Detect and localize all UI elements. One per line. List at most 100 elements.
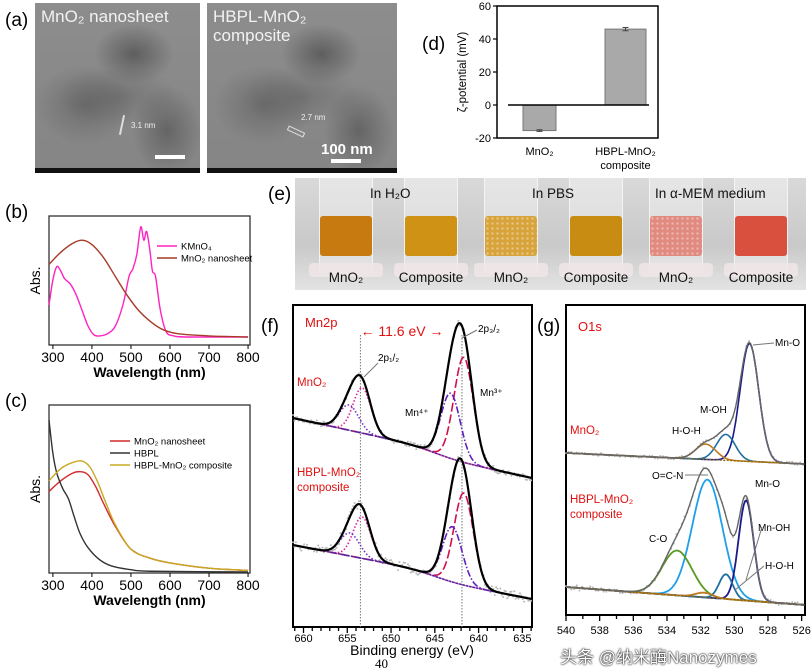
y-axis-label: Abs. (27, 475, 43, 503)
tem-image-mno2: MnO₂ nanosheet 3.1 nm (35, 3, 200, 173)
spectrum-title: Mn2p (305, 315, 338, 330)
category-sublabel: composite (600, 160, 650, 172)
data-point (415, 572, 418, 575)
x-tick-label: 800 (236, 349, 260, 365)
data-point (427, 446, 430, 449)
x-axis-label: Binding energy (eV) (350, 642, 474, 658)
tube-label: Composite (398, 270, 464, 285)
data-point (525, 478, 528, 481)
leader-line (734, 565, 765, 591)
data-point (521, 598, 524, 601)
fit-component (292, 392, 533, 479)
x-tick-label: 528 (759, 625, 777, 637)
x-tick-label: 540 (557, 625, 575, 637)
sample-label: composite (570, 509, 622, 521)
legend-label: HBPL (134, 449, 159, 460)
panel-d-label: (d) (422, 34, 445, 55)
data-point (413, 442, 416, 445)
legend-label: MnO₂ nanosheet (134, 437, 206, 448)
y-tick-label: 20 (479, 67, 491, 79)
sample-label: HBPL-MnO₂ (297, 467, 360, 479)
tube-label: MnO₂ (493, 270, 529, 285)
data-point (731, 536, 734, 539)
data-point (360, 502, 363, 505)
component-label: Mn-O (775, 338, 800, 349)
x-tick-label: 300 (41, 577, 65, 593)
data-point (412, 570, 415, 573)
x-axis-label: Wavelength (nm) (93, 592, 205, 608)
panel-a-label: (a) (5, 10, 29, 31)
panel-g-label: (g) (537, 316, 560, 337)
data-point (514, 597, 517, 600)
data-point (406, 440, 409, 443)
data-point (504, 590, 507, 593)
data-point (499, 587, 502, 590)
data-point (578, 589, 581, 592)
plot-frame (48, 215, 251, 346)
data-point (384, 557, 387, 560)
data-point (521, 473, 524, 476)
x-tick-label: 534 (658, 625, 676, 637)
data-point (306, 543, 309, 546)
panel-e-label: (e) (268, 184, 292, 205)
data-point (406, 563, 409, 566)
data-point (334, 548, 337, 551)
mn3-label: Mn³⁺ (480, 388, 503, 399)
y-axis-label: ζ-potential (mV) (457, 32, 469, 113)
data-point (315, 550, 318, 553)
peak-label-2p32: 2p₃/₂ (478, 324, 500, 335)
data-point (581, 585, 584, 588)
data-point (530, 479, 533, 482)
x-tick-label: 660 (294, 633, 312, 645)
legend-label: MnO₂ nanosheet (181, 254, 253, 265)
sample-tube (639, 178, 713, 277)
data-point (748, 340, 751, 343)
data-point (321, 546, 324, 549)
data-point (605, 590, 608, 593)
sample-label: MnO₂ (570, 425, 599, 437)
panel-c-label: (c) (5, 391, 27, 412)
data-point (769, 599, 772, 602)
leader-line (461, 329, 478, 339)
series-line (48, 239, 249, 338)
watermark: 头条 @纳米酶Nanozymes (560, 648, 757, 667)
data-point (359, 500, 362, 503)
fit-component (292, 387, 533, 479)
data-point (404, 561, 407, 564)
group-label: In PBS (532, 186, 575, 201)
data-point (378, 559, 381, 562)
data-point (457, 456, 460, 459)
data-point (777, 603, 780, 606)
tem-title: HBPL-MnO₂ composite (213, 7, 307, 45)
data-point (329, 544, 332, 547)
x-tick-label: 530 (725, 625, 743, 637)
data-point (591, 586, 594, 589)
plot-frame (48, 404, 251, 574)
data-point (500, 593, 503, 596)
fit-component (292, 532, 533, 600)
data-point (510, 474, 513, 477)
category-label: MnO₂ (525, 146, 553, 158)
y-tick-label: 40 (479, 34, 491, 46)
data-point (292, 541, 294, 544)
spectrum-title: O1s (578, 319, 602, 334)
tem-title: MnO₂ nanosheet (41, 7, 169, 26)
data-point (788, 460, 791, 463)
component-label: H-O-H (672, 426, 701, 437)
data-point (589, 585, 592, 588)
data-point (506, 597, 509, 600)
x-tick-label: 600 (158, 349, 182, 365)
splitting-annotation: ← 11.6 eV → (360, 323, 443, 339)
sample-label: composite (297, 482, 349, 494)
data-point (303, 543, 306, 546)
data-point (380, 553, 383, 556)
data-point (300, 549, 303, 552)
x-tick-label: 645 (426, 633, 444, 645)
data-point (489, 591, 492, 594)
x-tick-label: 400 (80, 577, 104, 593)
fit-envelope (292, 457, 533, 601)
tube-label: MnO₂ (658, 270, 694, 285)
data-point (409, 441, 412, 444)
sample-label: MnO₂ (297, 377, 326, 389)
image-info-strip (207, 168, 397, 173)
